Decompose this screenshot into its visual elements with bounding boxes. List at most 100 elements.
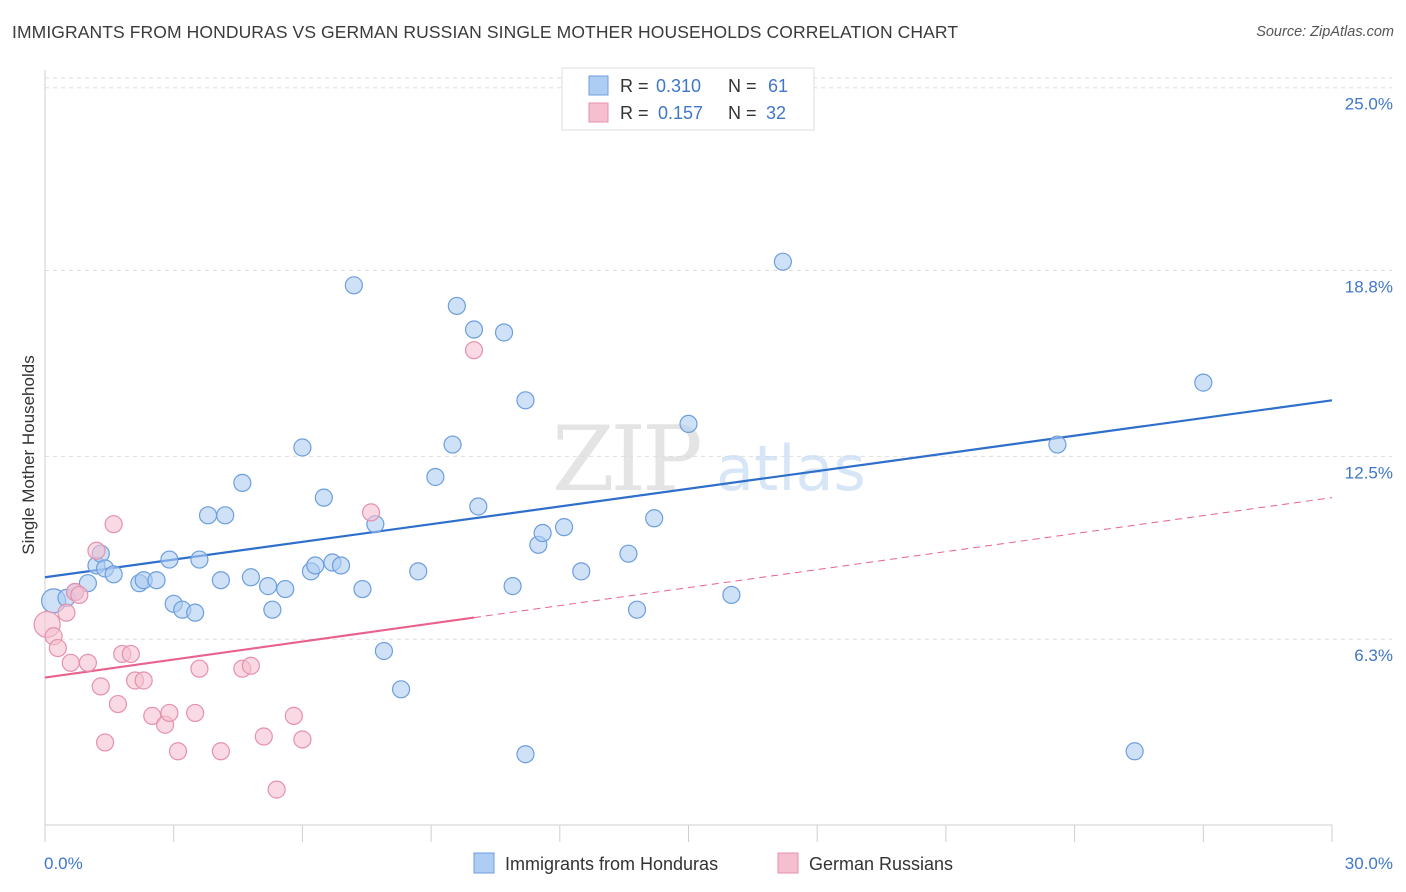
point-honduras [258, 577, 278, 596]
point-honduras [494, 323, 514, 342]
trend-line-dashed-1 [473, 497, 1333, 619]
point-honduras [503, 577, 522, 596]
data-points [33, 252, 1213, 799]
y-tick-label: 6.3% [1354, 646, 1393, 665]
series-legend: Immigrants from Honduras German Russians [473, 852, 953, 874]
stats-legend: R = 0.310 N = 61 R = 0.157 N = 32 [561, 67, 815, 131]
point-honduras [572, 562, 591, 581]
point-honduras [374, 641, 394, 661]
legend-r-label-blue: R = [620, 76, 649, 96]
x-tick-label-max: 30.0% [1345, 854, 1393, 873]
point-honduras [391, 680, 411, 699]
chart-title: IMMIGRANTS FROM HONDURAS VS GERMAN RUSSI… [12, 22, 959, 42]
point-german-russians [57, 603, 76, 622]
trend-lines [44, 399, 1333, 679]
legend-r-value-pink: 0.157 [658, 103, 703, 123]
point-honduras [241, 568, 261, 587]
point-honduras [233, 473, 252, 492]
point-honduras [353, 579, 372, 599]
legend-swatch-honduras [473, 852, 495, 874]
point-honduras [447, 296, 466, 316]
point-honduras [627, 600, 647, 619]
point-german-russians [143, 706, 162, 725]
point-german-russians [267, 780, 286, 799]
point-german-russians [160, 703, 179, 723]
y-tick-labels: 6.3% 12.5% 18.8% 25.0% [1345, 95, 1393, 666]
watermark-zip: ZIP [552, 407, 700, 512]
x-tick-label-min: 0.0% [44, 854, 83, 873]
y-tick-label: 25.0% [1345, 95, 1393, 114]
point-honduras [409, 562, 428, 581]
point-honduras [645, 509, 664, 528]
point-honduras [1048, 435, 1067, 454]
point-honduras [198, 506, 218, 525]
y-tick-label: 18.8% [1345, 278, 1393, 297]
point-honduras [314, 488, 333, 507]
y-axis-label: Single Mother Households [19, 355, 38, 554]
point-honduras [190, 550, 209, 569]
point-honduras [344, 276, 363, 295]
point-german-russians [78, 653, 98, 672]
point-honduras [147, 571, 166, 590]
point-german-russians [211, 742, 230, 761]
point-honduras [211, 571, 230, 590]
y-tick-label: 12.5% [1345, 463, 1393, 482]
legend-label-honduras: Immigrants from Honduras [505, 854, 718, 874]
point-honduras [1194, 373, 1213, 392]
point-honduras [160, 550, 179, 569]
legend-r-label-pink: R = [620, 103, 649, 123]
point-german-russians [186, 703, 205, 723]
point-honduras [104, 565, 123, 584]
gridlines [45, 77, 1392, 640]
point-german-russians [134, 671, 153, 690]
zipatlas-watermark: ZIP atlas [552, 407, 866, 512]
legend-n-label-pink: N = [728, 103, 757, 123]
point-honduras [679, 414, 698, 434]
point-german-russians [241, 656, 261, 675]
point-honduras [263, 600, 282, 619]
point-honduras [516, 745, 535, 764]
point-german-russians [87, 541, 106, 560]
point-honduras [773, 252, 792, 271]
point-honduras [516, 391, 535, 410]
point-honduras [276, 579, 295, 599]
point-honduras [1125, 742, 1144, 761]
legend-swatch-blue [588, 75, 609, 96]
point-german-russians [121, 644, 140, 664]
point-german-russians [168, 742, 188, 761]
point-honduras [469, 497, 488, 516]
point-german-russians [70, 585, 89, 605]
legend-r-value-blue: 0.310 [656, 76, 701, 96]
point-honduras [216, 506, 235, 525]
point-german-russians [91, 677, 110, 696]
point-german-russians [190, 659, 209, 678]
point-honduras [722, 585, 741, 605]
point-german-russians [293, 730, 312, 749]
legend-label-german-russians: German Russians [809, 854, 953, 874]
point-honduras [426, 467, 445, 487]
point-honduras [331, 556, 351, 575]
point-german-russians [284, 706, 303, 725]
point-honduras [293, 438, 312, 457]
point-honduras [619, 544, 638, 563]
chart-source: Source: ZipAtlas.com [1256, 24, 1394, 40]
legend-n-value-blue: 61 [768, 76, 788, 96]
point-german-russians [61, 653, 80, 672]
point-german-russians [361, 503, 381, 522]
legend-swatch-german-russians [777, 852, 799, 874]
legend-swatch-pink [588, 102, 609, 123]
point-german-russians [95, 733, 115, 752]
point-honduras [186, 603, 205, 622]
trend-line-solid-1 [44, 616, 475, 679]
point-honduras [554, 518, 574, 537]
point-honduras [443, 435, 462, 454]
point-honduras [464, 320, 484, 339]
legend-n-label-blue: N = [728, 76, 757, 96]
point-german-russians [464, 341, 484, 360]
point-german-russians [108, 694, 128, 714]
point-german-russians [48, 638, 67, 658]
point-german-russians [254, 727, 273, 746]
trend-line-0 [44, 399, 1333, 579]
point-honduras [533, 523, 552, 543]
